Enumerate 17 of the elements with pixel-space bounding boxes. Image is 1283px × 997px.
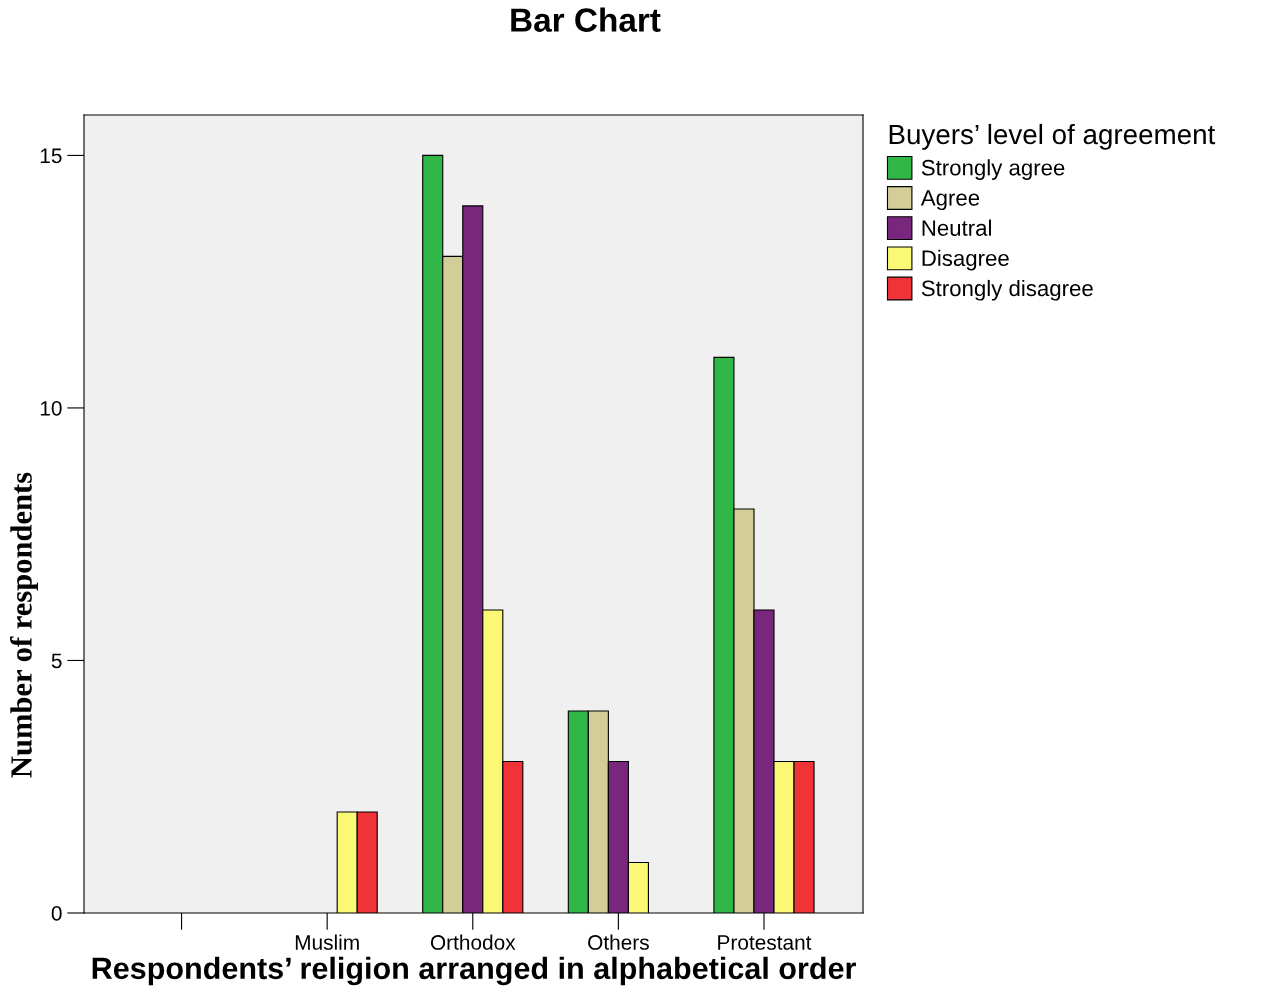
x-tick-label: Others (588, 934, 649, 950)
legend-label: Strongly agree (921, 159, 1065, 180)
y-axis-title: Number of respondents (9, 472, 39, 778)
legend-label: Neutral (922, 219, 991, 236)
legend-label: Agree (920, 190, 980, 211)
x-tick-label: Protestant (718, 935, 812, 950)
y-tick-label: 0 (51, 906, 62, 921)
chart-title: Bar Chart (511, 7, 661, 32)
y-tick-label: 10 (40, 400, 62, 416)
y-tick-label: 15 (40, 148, 62, 164)
x-axis-title: Respondents’ religion arranged in alphabetical order (92, 956, 856, 986)
legend-label: Disagree (922, 249, 1009, 271)
y-tick-label: 5 (51, 653, 62, 669)
legend-label: Strongly disagree (921, 279, 1093, 301)
x-tick-label: Muslim (295, 934, 359, 950)
x-tick-label: Orthodox (430, 934, 516, 950)
legend-title: Buyers’ level of agreement (889, 123, 1216, 150)
